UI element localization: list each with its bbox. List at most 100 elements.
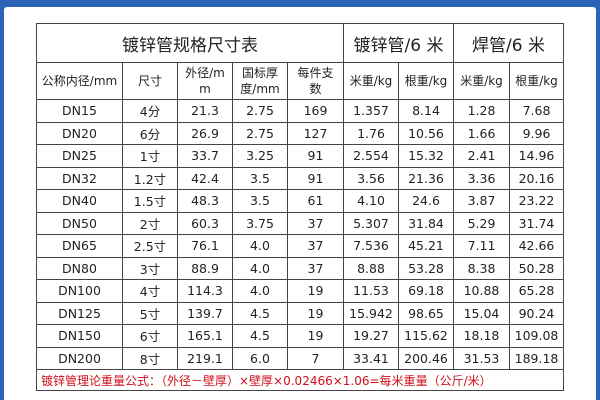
table-cell: 4分 bbox=[122, 99, 178, 123]
table-cell: 21.36 bbox=[398, 166, 454, 190]
welded-group-header: 焊管/6 米 bbox=[453, 23, 564, 63]
table-row: DN65 2.5寸 76.1 4.0 37 7.536 45.21 7.11 42.66 bbox=[36, 234, 564, 258]
table-cell: 4.5 bbox=[232, 301, 288, 325]
table-cell: 37 bbox=[287, 211, 344, 235]
table-cell: DN15 bbox=[36, 99, 123, 123]
table-cell: DN150 bbox=[36, 324, 123, 348]
table-cell: 91 bbox=[287, 144, 344, 168]
table-cell: 15.32 bbox=[398, 144, 454, 168]
pipe-spec-table: 镀锌管规格尺寸表 镀锌管/6 米 焊管/6 米 公称内径/mm 尺寸 外径/mm 国标… bbox=[36, 23, 564, 391]
table-cell: DN50 bbox=[36, 211, 123, 235]
table-cell: 139.7 bbox=[177, 301, 233, 325]
table-cell: 3.87 bbox=[453, 189, 510, 213]
table-cell: DN65 bbox=[36, 234, 123, 258]
table-cell: 76.1 bbox=[177, 234, 233, 258]
column-header: 每件支数 bbox=[287, 62, 344, 100]
table-row: DN15 4分 21.3 2.75 169 1.357 8.14 1.28 7.68 bbox=[36, 99, 564, 123]
table-cell: 10.88 bbox=[453, 279, 510, 303]
table-cell: 4.0 bbox=[232, 234, 288, 258]
table-row: DN200 8寸 219.1 6.0 7 33.41 200.46 31.53 189.18 bbox=[36, 346, 564, 370]
table-cell: 42.4 bbox=[177, 166, 233, 190]
table-cell: 1.28 bbox=[453, 99, 510, 123]
table-row: DN150 6寸 165.1 4.5 19 19.27 115.62 18.18 109.08 bbox=[36, 324, 564, 348]
table-cell: 45.21 bbox=[398, 234, 454, 258]
table-cell: DN200 bbox=[36, 346, 123, 370]
table-cell: DN40 bbox=[36, 189, 123, 213]
formula-note: 镀锌管理论重量公式：（外径－壁厚）×壁厚×0.02466×1.06=每米重量（公… bbox=[36, 369, 564, 391]
table-cell: 3.75 bbox=[232, 211, 288, 235]
table-cell: 219.1 bbox=[177, 346, 233, 370]
table-cell: 60.3 bbox=[177, 211, 233, 235]
table-cell: 19 bbox=[287, 301, 344, 325]
table-cell: 115.62 bbox=[398, 324, 454, 348]
table-cell: 19 bbox=[287, 279, 344, 303]
table-cell: 6.0 bbox=[232, 346, 288, 370]
table-cell: 1寸 bbox=[122, 144, 178, 168]
table-cell: 91 bbox=[287, 166, 344, 190]
table-cell: 3.5 bbox=[232, 189, 288, 213]
column-header: 公称内径/mm bbox=[36, 62, 123, 100]
table-cell: 61 bbox=[287, 189, 344, 213]
table-cell: 109.08 bbox=[509, 324, 564, 348]
column-header: 国标厚度/mm bbox=[232, 62, 288, 100]
table-cell: 2.554 bbox=[343, 144, 399, 168]
column-header: 尺寸 bbox=[122, 62, 178, 100]
document-frame: 镀锌管规格尺寸表 镀锌管/6 米 焊管/6 米 公称内径/mm 尺寸 外径/mm 国标… bbox=[4, 7, 596, 400]
table-cell: DN125 bbox=[36, 301, 123, 325]
table-cell: 7.68 bbox=[509, 99, 564, 123]
table-cell: 20.16 bbox=[509, 166, 564, 190]
table-cell: 15.04 bbox=[453, 301, 510, 325]
table-row: DN80 3寸 88.9 4.0 37 8.88 53.28 8.38 50.28 bbox=[36, 256, 564, 280]
table-cell: 31.74 bbox=[509, 211, 564, 235]
table-cell: 88.9 bbox=[177, 256, 233, 280]
table-cell: 53.28 bbox=[398, 256, 454, 280]
table-cell: DN25 bbox=[36, 144, 123, 168]
table-title: 镀锌管规格尺寸表 bbox=[36, 23, 344, 63]
table-cell: 4.10 bbox=[343, 189, 399, 213]
table-cell: 5寸 bbox=[122, 301, 178, 325]
table-cell: 4.0 bbox=[232, 256, 288, 280]
table-cell: 4.5 bbox=[232, 324, 288, 348]
column-header: 外径/mm bbox=[177, 62, 233, 100]
table-cell: 7 bbox=[287, 346, 344, 370]
table-cell: 189.18 bbox=[509, 346, 564, 370]
table-row: DN32 1.2寸 42.4 3.5 91 3.56 21.36 3.36 20.16 bbox=[36, 166, 564, 190]
table-cell: 1.66 bbox=[453, 121, 510, 145]
table-cell: 11.53 bbox=[343, 279, 399, 303]
table-cell: 15.942 bbox=[343, 301, 399, 325]
table-cell: 8寸 bbox=[122, 346, 178, 370]
table-cell: 200.46 bbox=[398, 346, 454, 370]
table-cell: 19.27 bbox=[343, 324, 399, 348]
table-cell: 1.2寸 bbox=[122, 166, 178, 190]
table-cell: 6分 bbox=[122, 121, 178, 145]
table-cell: 1.76 bbox=[343, 121, 399, 145]
table-cell: 7.536 bbox=[343, 234, 399, 258]
table-cell: 31.53 bbox=[453, 346, 510, 370]
table-cell: 165.1 bbox=[177, 324, 233, 348]
table-cell: 2.5寸 bbox=[122, 234, 178, 258]
table-cell: 98.65 bbox=[398, 301, 454, 325]
table-cell: DN32 bbox=[36, 166, 123, 190]
table-cell: 3.5 bbox=[232, 166, 288, 190]
table-cell: DN100 bbox=[36, 279, 123, 303]
table-cell: 37 bbox=[287, 234, 344, 258]
table-cell: 8.88 bbox=[343, 256, 399, 280]
table-row: DN100 4寸 114.3 4.0 19 11.53 69.18 10.88 65.28 bbox=[36, 279, 564, 303]
table-cell: 114.3 bbox=[177, 279, 233, 303]
table-cell: 6寸 bbox=[122, 324, 178, 348]
table-cell: DN80 bbox=[36, 256, 123, 280]
table-cell: 31.84 bbox=[398, 211, 454, 235]
table-cell: 23.22 bbox=[509, 189, 564, 213]
table-cell: 65.28 bbox=[509, 279, 564, 303]
table-cell: 14.96 bbox=[509, 144, 564, 168]
table-cell: 42.66 bbox=[509, 234, 564, 258]
table-row: DN20 6分 26.9 2.75 127 1.76 10.56 1.66 9.96 bbox=[36, 121, 564, 145]
table-cell: 50.28 bbox=[509, 256, 564, 280]
column-header: 米重/kg bbox=[343, 62, 399, 100]
table-cell: 1.5寸 bbox=[122, 189, 178, 213]
table-cell: 18.18 bbox=[453, 324, 510, 348]
table-cell: 127 bbox=[287, 121, 344, 145]
table-cell: 4寸 bbox=[122, 279, 178, 303]
table-cell: 69.18 bbox=[398, 279, 454, 303]
table-cell: 2.75 bbox=[232, 121, 288, 145]
